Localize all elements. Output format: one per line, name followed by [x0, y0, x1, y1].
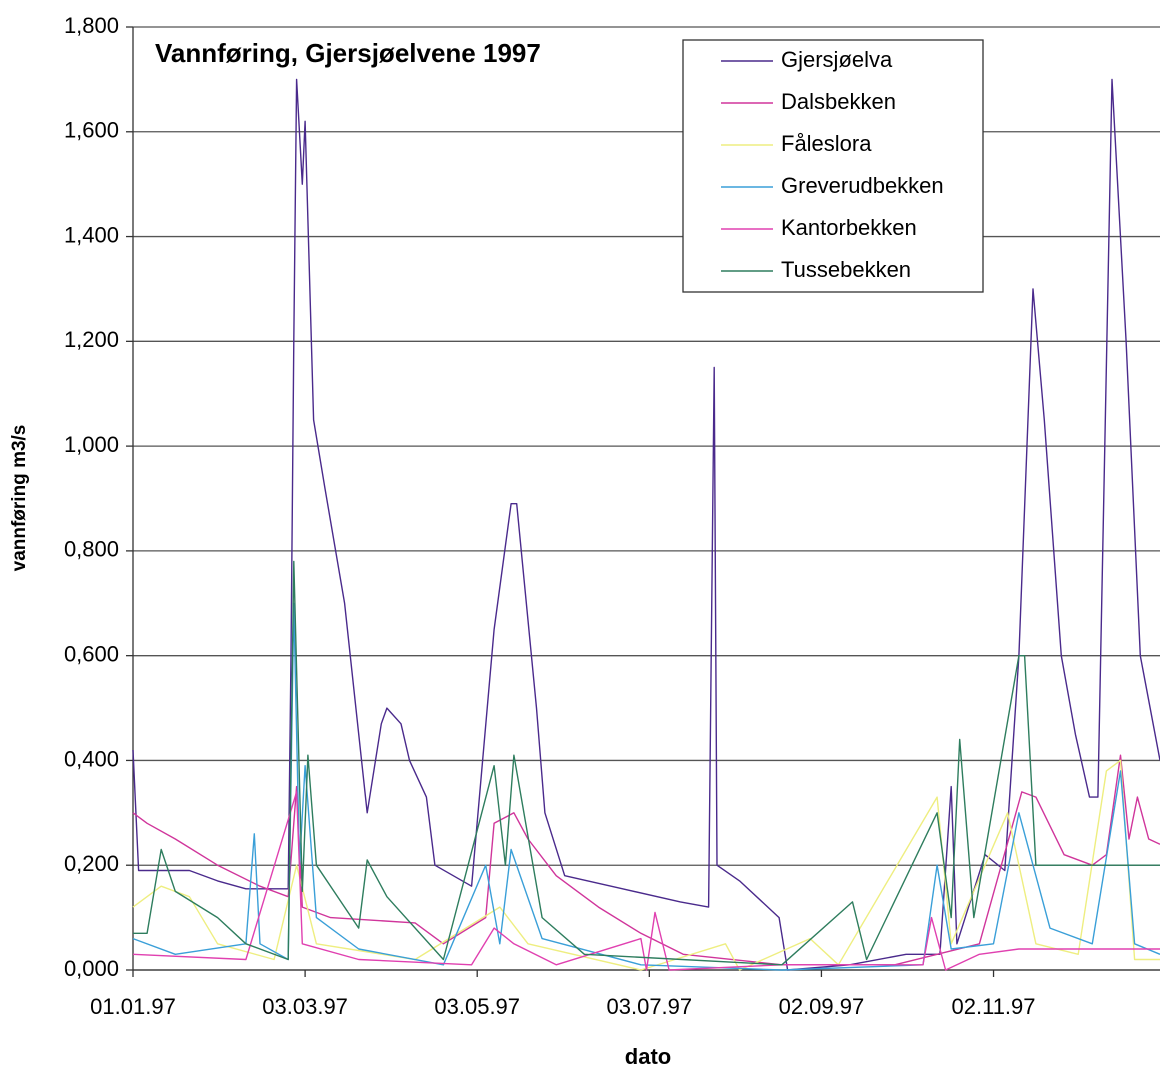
- y-tick-label: 1,800: [64, 13, 119, 38]
- x-tick-label: 01.01.97: [90, 994, 176, 1019]
- y-tick-label: 0,800: [64, 537, 119, 562]
- y-tick-label: 1,000: [64, 432, 119, 457]
- y-tick-label: 0,200: [64, 851, 119, 876]
- legend-box: [682, 39, 984, 293]
- y-tick-label: 0,400: [64, 746, 119, 771]
- series-line: [132, 791, 1160, 971]
- y-tick-label: 1,200: [64, 327, 119, 352]
- x-tick-label: 03.07.97: [607, 994, 693, 1019]
- legend-label: Dalsbekken: [781, 89, 896, 114]
- legend-label: Kantorbekken: [781, 215, 917, 240]
- y-tick-label: 1,400: [64, 222, 119, 247]
- y-tick-label: 0,000: [64, 956, 119, 981]
- chart-title: Vannføring, Gjersjøelvene 1997: [155, 38, 541, 68]
- series-line: [133, 560, 1160, 966]
- series-line: [132, 78, 1160, 971]
- x-tick-label: 02.11.97: [952, 994, 1036, 1019]
- legend-label: Greverudbekken: [781, 173, 944, 198]
- legend-label: Gjersjøelva: [781, 47, 893, 72]
- x-axis-label: dato: [625, 1044, 671, 1069]
- series-line: [132, 759, 1160, 971]
- legend-label: Fåleslora: [781, 131, 872, 156]
- y-tick-label: 0,600: [64, 641, 119, 666]
- x-tick-label: 03.03.97: [262, 994, 348, 1019]
- x-tick-label: 02.09.97: [779, 994, 865, 1019]
- legend: Gjersjøelva Dalsbekken Fåleslora Greverudbe…: [682, 39, 984, 293]
- y-axis-label: vannføring m3/s: [9, 425, 30, 572]
- x-tick-label: 03.05.97: [434, 994, 520, 1019]
- y-tick-label: 1,600: [64, 118, 119, 143]
- legend-label: Tussebekken: [781, 257, 911, 282]
- series-line: [132, 602, 1160, 971]
